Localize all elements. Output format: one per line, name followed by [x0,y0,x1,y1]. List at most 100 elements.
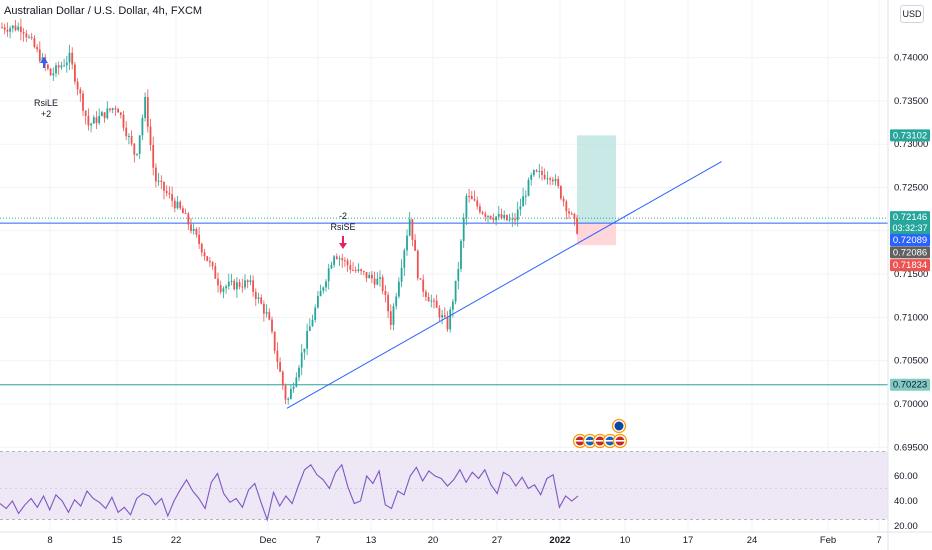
candle-body [76,81,79,90]
candle-body [446,316,449,330]
rsi-tick: 40.00 [894,496,918,507]
candle-body [389,311,392,325]
rsi-tick: 60.00 [894,471,918,482]
candle-body [506,214,508,221]
candle-body [101,112,103,116]
candle-body [338,258,341,260]
candle-body [273,331,276,351]
candle-body [98,115,101,124]
candle-body [122,114,125,128]
time-tick: 22 [171,535,182,546]
candle-body [395,296,398,307]
candle-body [60,65,63,68]
entry-price-label-box [890,246,930,259]
stop-zone [577,223,616,246]
candle-body [136,153,138,155]
candle-body [157,180,160,182]
chart-title: Australian Dollar / U.S. Dollar, 4h, FXC… [4,5,203,17]
time-tick: 27 [492,535,503,546]
rsi-tick: 20.00 [894,521,918,532]
candle-body [481,212,484,214]
long-count-label: +2 [41,109,51,119]
candle-body [200,243,203,253]
candle-body [303,348,306,353]
candle-body [406,235,408,251]
candle-body [114,108,117,110]
trendline [286,161,722,409]
candle-body [360,269,362,272]
candle-body [82,93,84,111]
last-price-label: 0.72146 [893,212,927,223]
candle-body [554,178,557,182]
candle-body [52,73,55,76]
price-tick: 0.73500 [894,96,928,107]
candle-body [179,201,182,209]
flag-stripe-icon [615,440,625,442]
candle-body [163,181,165,191]
candle-body [349,265,352,270]
position-zones [577,135,616,246]
candle-body [95,117,98,124]
candle-body [17,26,20,31]
short-arrow-icon [339,236,347,249]
candle-body [387,295,389,312]
candle-body [419,278,422,280]
candle-body [238,282,241,287]
candle-body [55,65,57,74]
candle-body [373,278,376,285]
candle-body [365,272,368,279]
candle-body [341,258,344,261]
candle-body [352,269,354,271]
candle-body [260,297,263,304]
stop-price-label: 0.71834 [893,260,927,271]
candle-body [514,218,516,221]
candle-body [130,136,133,144]
candle-body [209,260,211,263]
candle-body [576,218,578,234]
candle-body [84,110,87,116]
candle-body [357,269,360,272]
candle-body [435,300,438,308]
price-tick: 0.70000 [894,399,928,410]
candle-body [524,195,527,197]
candle-body [63,65,65,67]
candle-body [527,179,530,196]
candle-body [454,280,457,302]
candle-body [416,250,419,279]
candle-body [549,178,551,180]
line-price-label: 0.72089 [893,235,927,246]
time-tick: 8 [47,535,52,546]
candle-body [211,262,214,267]
candles [1,18,578,405]
time-tick: 7 [876,535,881,546]
candle-body [543,174,546,179]
candle-body [281,371,284,386]
candle-body [317,296,319,308]
candle-body [244,280,246,288]
candle-body [538,170,541,172]
candle-body [236,282,238,290]
candle-body [265,312,268,314]
candle-body [79,89,82,94]
candle-body [171,194,173,201]
flag-stripe-icon [605,440,615,442]
target-zone [577,135,616,224]
candle-body [184,213,187,215]
candle-body [206,256,209,261]
candle-body [422,279,425,292]
candle-body [176,201,179,209]
candle-body [298,367,300,378]
candle-body [106,108,109,119]
candle-body [492,218,495,221]
candle-body [241,286,244,288]
candle-body [187,213,190,225]
flag-dot-icon [614,421,624,431]
candle-body [38,49,41,62]
currency-button[interactable]: USD [900,5,924,23]
candle-body [128,136,130,138]
candle-body [90,123,92,126]
candle-body [368,274,371,279]
candle-body [263,303,265,314]
